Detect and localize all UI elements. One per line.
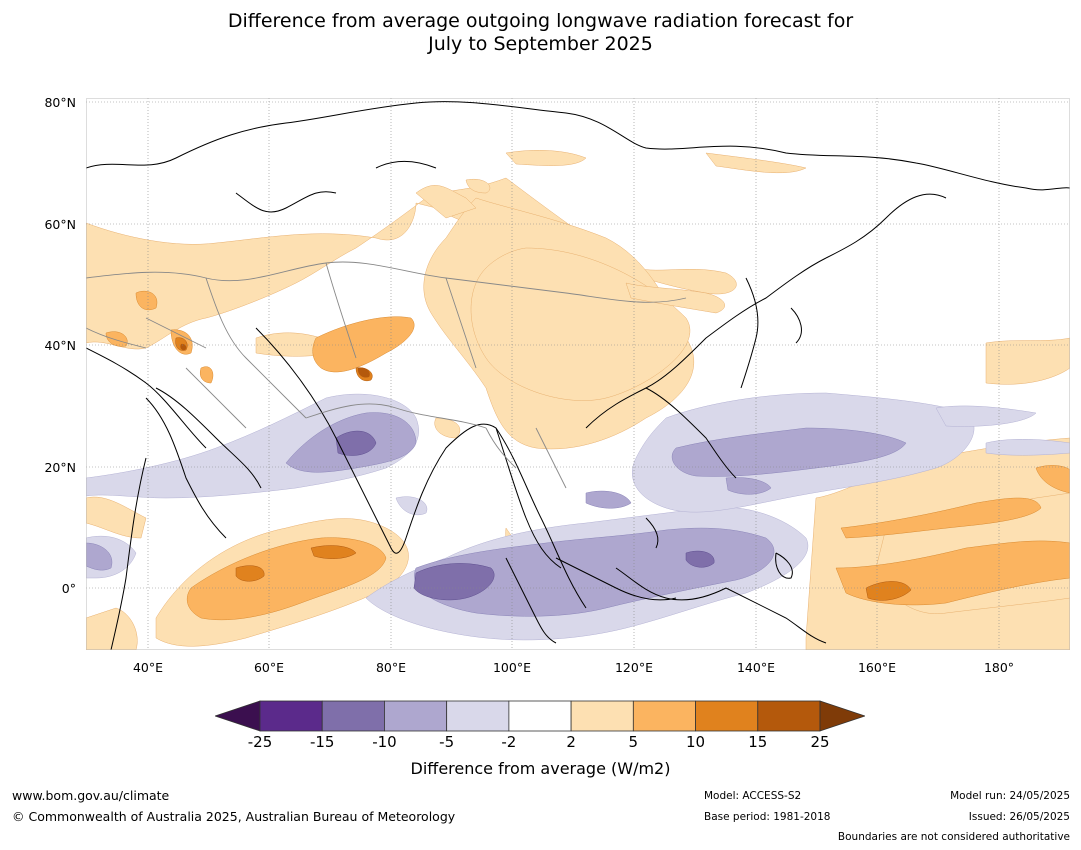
colorbar-tick-label: 10 [686,733,706,751]
coastlines [86,101,1070,650]
lon-label-120e: 120°E [614,660,653,675]
colorbar-segment [259,700,323,732]
forecast-map [86,98,1070,650]
footer-copyright: © Commonwealth of Australia 2025, Austra… [12,809,456,824]
graticule [86,98,1070,650]
colorbar-tick-label: -15 [309,733,335,751]
anomaly-dark-purple [335,430,715,601]
footer-model: Model: ACCESS-S2 [704,790,802,802]
colorbar-segment [570,700,634,732]
colorbar-arrow-high [819,700,865,732]
anomaly-dark-orange [175,337,912,601]
footer-disclaimer: Boundaries are not considered authoritat… [837,831,1070,843]
country-boundaries [86,261,687,489]
colorbar-tick-label: -2 [501,733,517,751]
map-title: Difference from average outgoing longwav… [0,10,1081,56]
colorbar-tick-label: 25 [810,733,830,751]
lon-label-160e: 160°E [857,660,896,675]
lon-label-180: 180° [983,660,1015,675]
colorbar-segment [632,700,696,732]
lon-label-40e: 40°E [132,660,164,675]
map-title-line2: July to September 2025 [428,33,653,55]
colorbar-segment [321,700,385,732]
map-title-line1: Difference from average outgoing longwav… [227,10,854,32]
colorbar-segment [508,700,572,732]
lon-label-100e: 100°E [492,660,531,675]
colorbar-segment [695,700,759,732]
colorbar-tick-label: 5 [628,733,639,751]
footer-base-period: Base period: 1981-2018 [704,811,831,823]
map-frame [86,98,1070,650]
colorbar-arrow-low [215,700,261,732]
colorbar [215,700,865,732]
colorbar-segment [384,700,448,732]
lat-label-20n: 20°N [44,460,76,475]
footer-website[interactable]: www.bom.gov.au/climate [12,788,170,803]
colorbar-segment [446,700,510,732]
colorbar-tick-label: -10 [372,733,397,751]
lon-label-140e: 140°E [736,660,775,675]
lat-label-0: 0° [61,581,76,596]
lon-label-60e: 60°E [253,660,285,675]
lat-label-80n: 80°N [44,95,76,110]
footer-model-run: Model run: 24/05/2025 [950,790,1070,802]
lat-label-40n: 40°N [44,338,76,353]
colorbar-tick-label: -25 [247,733,273,751]
anomaly-brown [180,343,370,378]
lat-label-60n: 60°N [44,217,76,232]
colorbar-tick-label: 2 [566,733,576,751]
lon-label-80e: 80°E [375,660,407,675]
colorbar-label: Difference from average (W/m2) [410,759,671,778]
colorbar-tick-label: 15 [748,733,768,751]
footer-issued: Issued: 26/05/2025 [968,811,1070,823]
colorbar-tick-label: -5 [439,733,455,751]
colorbar-segment [757,700,821,732]
